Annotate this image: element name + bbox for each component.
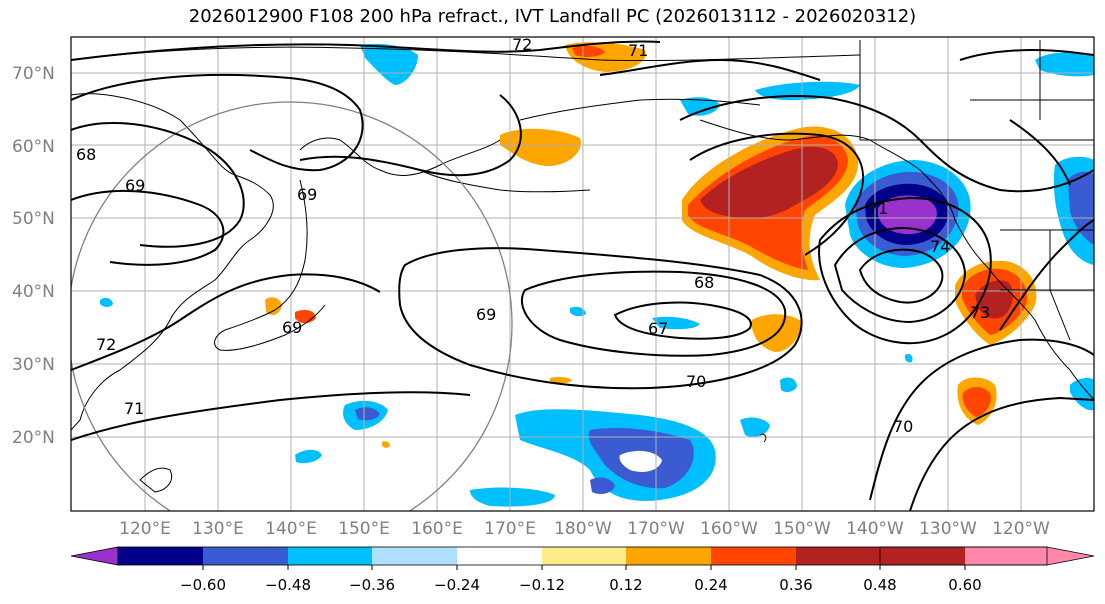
colorbar-segment <box>542 547 626 565</box>
colorbar: −0.60 −0.48 −0.36 −0.24 −0.12 0.12 0.24 … <box>70 546 1095 594</box>
colorbar-segment <box>203 547 288 565</box>
contour-label: 68 <box>694 273 714 292</box>
lat-tick-label: 60°N <box>12 137 55 157</box>
lon-tick-label: 150°E <box>338 519 390 539</box>
lon-tick-label: 180°W <box>554 519 612 539</box>
lon-tick-label: 140°W <box>846 519 904 539</box>
lon-tick-label: 150°W <box>773 519 831 539</box>
colorbar-tick-label: 0.36 <box>779 576 812 594</box>
colorbar-tick-label: 0.48 <box>863 576 896 594</box>
lat-tick-label: 50°N <box>12 209 55 229</box>
colorbar-segment <box>796 547 880 565</box>
lon-tick-label: 130°W <box>919 519 977 539</box>
colorbar-segment <box>626 547 711 565</box>
contour-label: 73 <box>970 303 990 322</box>
contour-label: 71 <box>628 41 648 60</box>
colorbar-tick-label: 0.24 <box>694 576 727 594</box>
colorbar-segment <box>372 547 457 565</box>
contour-label: 69 <box>476 305 496 324</box>
lon-tick-label: 120°W <box>992 519 1050 539</box>
chart-title: 2026012900 F108 200 hPa refract., IVT La… <box>188 6 917 27</box>
colorbar-segment <box>288 547 372 565</box>
lat-tick-label: 30°N <box>12 355 55 375</box>
contour-label: 70 <box>686 372 706 391</box>
distance-ring <box>71 101 513 511</box>
contour-label: 68 <box>76 145 96 164</box>
colorbar-tick-marks <box>202 565 966 570</box>
contour-label: 69 <box>282 318 302 337</box>
contour-lines <box>71 40 1094 511</box>
colorbar-tick-label: 0.12 <box>609 576 642 594</box>
colorbar-segment <box>118 547 203 565</box>
lat-tick-label: 20°N <box>12 428 55 448</box>
colorbar-tick-label: −0.24 <box>434 576 480 594</box>
colorbar-tick-label: 0.60 <box>948 576 981 594</box>
contour-label: 71 <box>868 199 888 218</box>
colorbar-extend-high <box>879 546 1095 566</box>
longitude-ticks: 120°E 130°E 140°E 150°E 160°E 170°E 180°… <box>119 519 1050 539</box>
colorbar-tick-label: −0.36 <box>349 576 395 594</box>
colorbar-tick-label: −0.48 <box>265 576 311 594</box>
lon-tick-label: 160°E <box>411 519 463 539</box>
contour-label-layer: 72 71 68 69 69 68 67 70 70 71 74 73 72 7… <box>76 35 990 436</box>
colorbar-tick-label: −0.60 <box>180 576 226 594</box>
contour-label: 74 <box>930 237 950 256</box>
contour-label: 72 <box>512 35 532 54</box>
contour-label: 72 <box>96 335 116 354</box>
lon-tick-label: 170°E <box>484 519 536 539</box>
contour-label: 71 <box>124 399 144 418</box>
contour-label: 69 <box>125 176 145 195</box>
contour-label: 70 <box>893 417 913 436</box>
lon-tick-label: 170°W <box>627 519 685 539</box>
lat-tick-label: 40°N <box>12 282 55 302</box>
contour-label: 69 <box>297 185 317 204</box>
latitude-ticks: 70°N 60°N 50°N 40°N 30°N 20°N <box>12 64 55 448</box>
lon-tick-label: 130°E <box>192 519 244 539</box>
colorbar-extend-low <box>70 546 119 566</box>
lon-tick-label: 160°W <box>700 519 758 539</box>
contour-label: 67 <box>648 319 668 338</box>
colorbar-segment <box>711 547 796 565</box>
map-panel: 72 71 68 69 69 68 67 70 70 71 74 73 72 7… <box>71 35 1094 511</box>
colorbar-tick-label: −0.12 <box>519 576 565 594</box>
lat-tick-label: 70°N <box>12 64 55 84</box>
colorbar-segment <box>457 547 542 565</box>
lon-tick-label: 140°E <box>265 519 317 539</box>
lon-tick-label: 120°E <box>119 519 171 539</box>
map-frame <box>70 36 1095 512</box>
